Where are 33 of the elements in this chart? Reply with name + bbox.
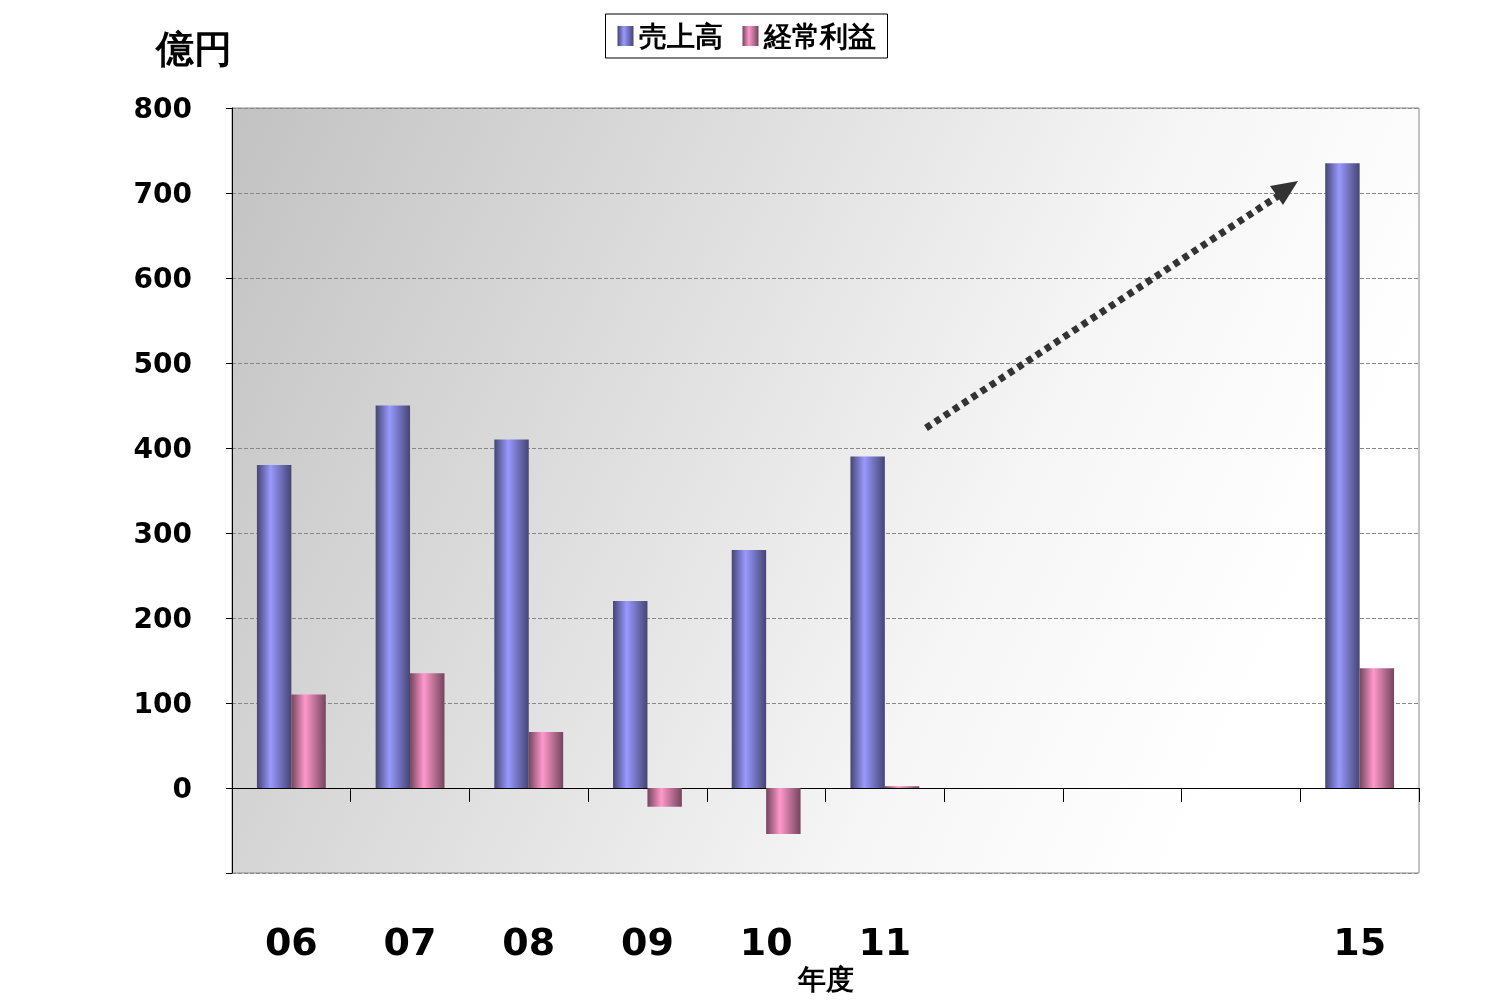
x-tick-label: 09 — [621, 920, 674, 964]
y-tick-label: 400 — [133, 431, 192, 465]
y-tick-label: 200 — [133, 601, 192, 635]
x-tick-label: 11 — [858, 920, 912, 964]
y-tick-label: 800 — [133, 91, 192, 125]
legend-label: 売上高 — [638, 19, 723, 53]
bar — [1325, 163, 1360, 788]
x-tick-label: 10 — [739, 920, 793, 964]
x-axis-title: 年度 — [796, 963, 854, 997]
bar — [647, 788, 682, 807]
x-tick-label: 15 — [1333, 920, 1387, 964]
bar — [256, 465, 292, 788]
bar — [291, 694, 326, 788]
x-tick-label: 08 — [502, 920, 556, 964]
y-axis-title: 億円 — [154, 27, 232, 71]
y-tick-label: 0 — [172, 771, 192, 805]
bar — [375, 405, 411, 788]
bar — [731, 550, 767, 788]
y-tick-label: 300 — [133, 516, 192, 550]
bar — [410, 673, 445, 788]
y-tick-label: 500 — [133, 346, 192, 380]
x-tick-label: 07 — [383, 920, 437, 964]
bar — [766, 788, 801, 834]
bar — [528, 731, 564, 788]
bar — [494, 439, 529, 788]
x-tick-label: 06 — [264, 920, 318, 964]
y-tick-label: 600 — [133, 261, 192, 295]
bar — [850, 456, 885, 788]
y-tick-label: 700 — [133, 176, 192, 210]
bar — [613, 601, 648, 788]
y-tick-label: 100 — [133, 686, 192, 720]
bar — [1359, 668, 1395, 788]
legend-label: 経常利益 — [762, 19, 876, 53]
